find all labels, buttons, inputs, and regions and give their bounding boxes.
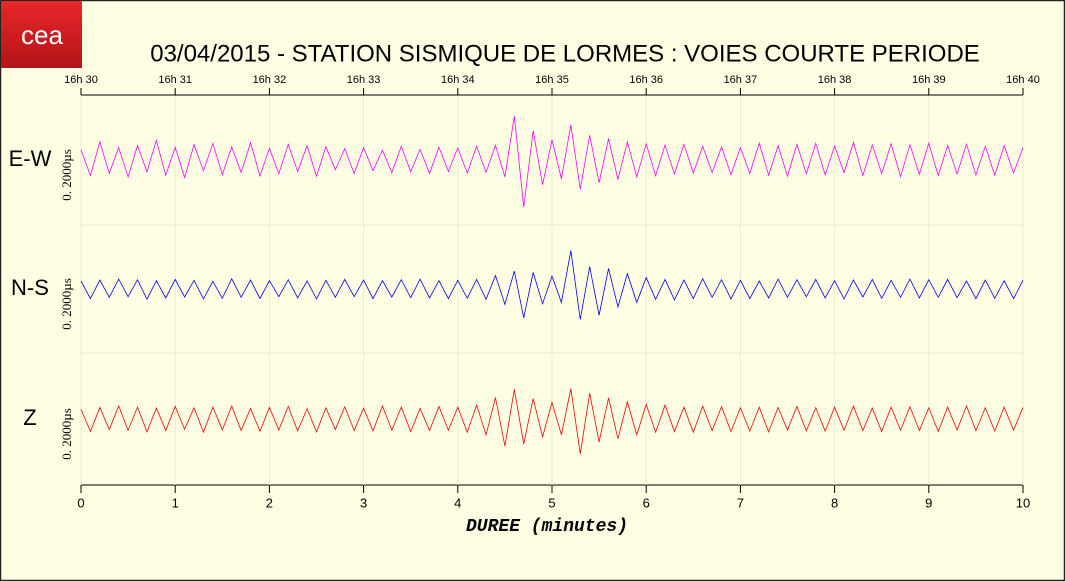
scale-label: 0. 2000µs bbox=[59, 149, 74, 201]
logo-text: cea bbox=[21, 20, 63, 50]
top-tick-label: 16h 34 bbox=[441, 74, 475, 86]
top-tick-label: 16h 36 bbox=[629, 74, 663, 86]
x-tick-label: 6 bbox=[643, 495, 650, 510]
trace-name: E-W bbox=[9, 146, 52, 171]
x-tick-label: 9 bbox=[925, 495, 932, 510]
top-tick-label: 16h 39 bbox=[912, 74, 946, 86]
scale-label: 0. 2000µs bbox=[59, 278, 74, 330]
top-tick-label: 16h 37 bbox=[724, 74, 758, 86]
top-tick-label: 16h 32 bbox=[253, 74, 287, 86]
x-tick-label: 4 bbox=[454, 495, 461, 510]
x-tick-label: 7 bbox=[737, 495, 744, 510]
x-tick-label: 1 bbox=[172, 495, 179, 510]
trace-name: Z bbox=[23, 405, 36, 430]
top-tick-label: 16h 38 bbox=[818, 74, 852, 86]
trace bbox=[80, 116, 1024, 208]
scale-label: 0. 2000µs bbox=[59, 408, 74, 460]
x-tick-label: 3 bbox=[360, 495, 367, 510]
x-tick-label: 5 bbox=[548, 495, 555, 510]
top-tick-label: 16h 40 bbox=[1006, 74, 1040, 86]
top-tick-label: 16h 31 bbox=[158, 74, 192, 86]
trace-name: N-S bbox=[11, 275, 49, 300]
x-tick-label: 2 bbox=[266, 495, 273, 510]
x-tick-label: 10 bbox=[1016, 495, 1030, 510]
chart-title: 03/04/2015 - STATION SISMIQUE DE LORMES … bbox=[150, 40, 980, 67]
top-tick-label: 16h 35 bbox=[535, 74, 569, 86]
x-tick-label: 0 bbox=[77, 495, 84, 510]
top-tick-label: 16h 30 bbox=[64, 74, 98, 86]
logo-box bbox=[1, 1, 82, 68]
top-tick-label: 16h 33 bbox=[347, 74, 381, 86]
x-tick-label: 8 bbox=[831, 495, 838, 510]
trace bbox=[80, 388, 1024, 454]
trace bbox=[80, 250, 1024, 320]
x-axis-label: DUREE (minutes) bbox=[466, 517, 628, 537]
